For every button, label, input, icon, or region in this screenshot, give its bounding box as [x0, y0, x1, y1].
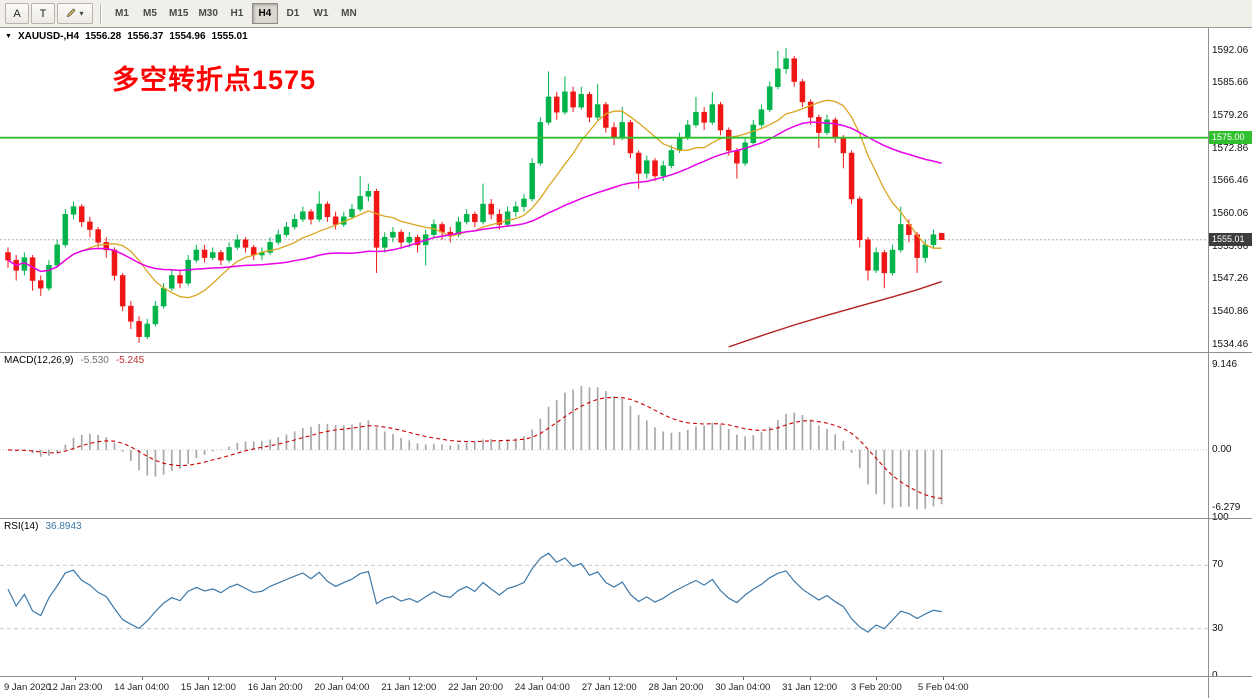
ohlc-open: 1556.28: [85, 31, 122, 42]
time-axis-label: 9 Jan 2020: [4, 682, 52, 693]
axis-tick-label: 1553.66: [1212, 240, 1249, 252]
ohlc-low: 1554.96: [169, 31, 206, 42]
panel-divider[interactable]: [0, 352, 1252, 353]
timeframe-button-m1[interactable]: M1: [109, 3, 135, 24]
axis-tick-label: 1572.86: [1212, 142, 1249, 154]
time-axis-tick: [609, 677, 611, 680]
collapse-triangle-icon: ▼: [5, 33, 12, 40]
axis-tick-label: 30: [1212, 622, 1224, 634]
symbol-label: XAUUSD-,H4: [17, 31, 80, 42]
timeframe-button-mn[interactable]: MN: [336, 3, 362, 24]
rsi-label: RSI(14) 36.8943: [4, 521, 82, 532]
rsi-chart[interactable]: [0, 518, 1208, 676]
timeframe-button-m5[interactable]: M5: [137, 3, 163, 24]
axis-tick-label: 1566.46: [1212, 175, 1249, 187]
text-tool-button[interactable]: T: [31, 3, 55, 24]
panel-divider: [0, 676, 1252, 677]
time-axis-label: 15 Jan 12:00: [180, 682, 236, 693]
axis-tick-label: 9.146: [1212, 358, 1238, 370]
macd-title: MACD(12,26,9): [4, 355, 74, 366]
drawing-tools-button[interactable]: ▾: [57, 3, 93, 24]
axis-tick-label: -6.279: [1212, 502, 1241, 514]
macd-chart[interactable]: [0, 352, 1208, 518]
toolbar: A T ▾ M1 M5 M15 M30 H1 H4 D1 W1 MN: [0, 0, 1252, 28]
time-axis-tick: [208, 677, 210, 680]
panel-divider[interactable]: [0, 518, 1252, 519]
rsi-title: RSI(14): [4, 521, 39, 532]
time-axis[interactable]: 9 Jan 2020 12 Jan 23:00 14 Jan 04:00 15 Jan…: [0, 676, 1252, 698]
axis-tick-label: 1540.86: [1212, 305, 1249, 317]
axis-tick-label: 70: [1212, 559, 1224, 571]
macd-label: MACD(12,26,9) -5.530 -5.245: [4, 355, 144, 366]
time-axis-label: 21 Jan 12:00: [381, 682, 437, 693]
axis-tick-label: 0: [1212, 670, 1218, 681]
time-axis-tick: [141, 677, 143, 680]
axis-tick-label: 1534.46: [1212, 338, 1249, 350]
time-axis-tick: [809, 677, 811, 680]
axis-tick-label: 1560.06: [1212, 207, 1249, 219]
price-axis[interactable]: 1592.06 1585.66 1579.26 1572.86 1566.46 1560.…: [1208, 28, 1252, 352]
axis-separator-line: [1208, 28, 1209, 698]
rsi-panel[interactable]: RSI(14) 36.8943 100 70 30 0: [0, 512, 1252, 681]
ohlc-high: 1556.37: [127, 31, 164, 42]
axis-tick-label: 1585.66: [1212, 77, 1249, 89]
time-axis-tick: [542, 677, 544, 680]
macd-signal-value: -5.245: [115, 355, 145, 366]
macd-value: -5.530: [80, 355, 109, 366]
time-axis-label: 20 Jan 04:00: [314, 682, 370, 693]
current-price-tag: 1555.01: [1209, 232, 1252, 246]
candlestick-chart[interactable]: [0, 28, 1208, 352]
axis-tick-label: 1547.26: [1212, 273, 1249, 285]
macd-axis[interactable]: 9.146 0.00 -6.279: [1208, 352, 1252, 518]
toolbar-separator: [100, 3, 102, 24]
rsi-axis[interactable]: 100 70 30 0: [1208, 512, 1252, 681]
time-axis-tick: [74, 677, 76, 680]
axis-tick-label: 100: [1212, 512, 1229, 523]
time-axis-tick: [943, 677, 945, 680]
timeframe-button-d1[interactable]: D1: [280, 3, 306, 24]
time-axis-label: 22 Jan 20:00: [448, 682, 504, 693]
time-axis-tick: [742, 677, 744, 680]
timeframe-buttons: M1 M5 M15 M30 H1 H4 D1 W1 MN: [108, 3, 363, 24]
time-axis-tick: [342, 677, 343, 680]
ohlc-header: ▼ XAUUSD-,H4 1556.28 1556.37 1554.96 155…: [5, 31, 248, 42]
time-axis-label: 14 Jan 04:00: [114, 682, 170, 693]
chevron-down-icon: ▾: [79, 8, 84, 18]
chart-annotation: 多空转折点1575: [112, 65, 317, 95]
axis-tick-label: 1592.06: [1212, 44, 1249, 56]
time-axis-tick: [876, 677, 878, 680]
ohlc-close: 1555.01: [211, 31, 248, 42]
cursor-tool-button[interactable]: A: [5, 3, 29, 24]
timeframe-button-w1[interactable]: W1: [308, 3, 334, 24]
axis-tick-label: 0.00: [1212, 443, 1232, 455]
time-axis-label: 16 Jan 20:00: [247, 682, 303, 693]
main-chart-panel[interactable]: ▼ XAUUSD-,H4 1556.28 1556.37 1554.96 155…: [0, 28, 1252, 352]
time-axis-tick: [408, 677, 410, 680]
time-axis-label: 30 Jan 04:00: [715, 682, 771, 693]
axis-tick-label: 1579.26: [1212, 109, 1249, 121]
timeframe-button-m30[interactable]: M30: [194, 3, 221, 24]
timeframe-button-m15[interactable]: M15: [165, 3, 192, 24]
time-axis-label: 31 Jan 12:00: [782, 682, 838, 693]
time-axis-label: 3 Feb 20:00: [851, 682, 902, 693]
timeframe-button-h1[interactable]: H1: [224, 3, 250, 24]
timeframe-button-h4[interactable]: H4: [251, 3, 278, 24]
time-axis-tick: [475, 677, 477, 680]
hline-price-tag: 1575.00: [1209, 130, 1252, 144]
time-axis-label: 28 Jan 20:00: [648, 682, 704, 693]
time-axis-label: 5 Feb 04:00: [917, 682, 969, 693]
time-axis-tick: [275, 677, 277, 680]
time-axis-label: 27 Jan 12:00: [581, 682, 637, 693]
macd-panel[interactable]: MACD(12,26,9) -5.530 -5.245 9.146 0.00 -6.…: [0, 352, 1252, 518]
time-axis-label: 24 Jan 04:00: [514, 682, 570, 693]
rsi-value: 36.8943: [45, 521, 82, 532]
time-axis-label: 12 Jan 23:00: [47, 682, 103, 693]
time-axis-tick: [676, 677, 677, 680]
pencil-icon: [66, 7, 77, 21]
